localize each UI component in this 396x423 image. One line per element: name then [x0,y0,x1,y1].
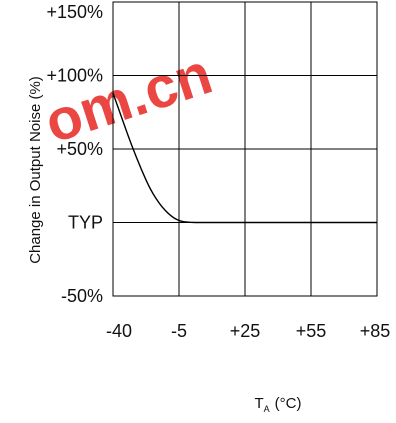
grid [113,2,377,296]
x-axis-title-main: T [254,395,263,412]
y-tick-label: +150% [46,2,103,22]
x-axis-title-unit: (°C) [275,395,302,412]
x-tick-label: +55 [296,321,327,341]
x-tick-labels: -40 -5 +25 +55 +85 [106,321,390,341]
y-tick-label: +100% [46,66,103,86]
x-tick-label: -40 [106,321,132,341]
y-tick-label: -50% [61,286,103,306]
x-tick-label: -5 [171,321,187,341]
plot-frame [112,1,378,297]
x-tick-label: +25 [230,321,261,341]
series-line [112,92,377,224]
x-axis-title-sub: A [264,404,270,414]
y-tick-label: +50% [56,139,103,159]
x-tick-label: +85 [360,321,391,341]
x-axis-title: TA (°C) [254,395,301,414]
y-tick-label: TYP [68,213,103,233]
y-tick-labels: +150% +100% +50% TYP -50% [46,2,103,306]
y-axis-title: Change in Output Noise (%) [27,76,44,264]
